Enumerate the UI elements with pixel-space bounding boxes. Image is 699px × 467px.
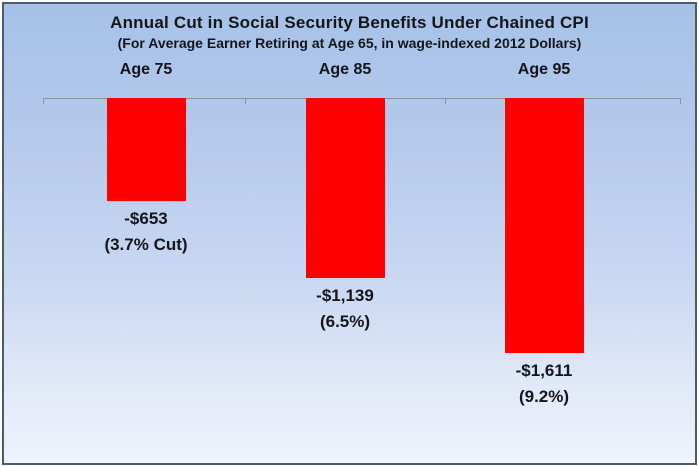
bar-percent-label: (6.5%) (319, 312, 371, 331)
bar (106, 98, 186, 201)
bar-percent-label: (3.7% Cut) (104, 235, 188, 254)
bar (504, 98, 584, 353)
bar-value-label: -$1,611 (515, 361, 573, 380)
category-header: Age 95 (517, 61, 571, 78)
category-header: Age 75 (119, 61, 173, 78)
chart-title: Annual Cut in Social Security Benefits U… (110, 13, 589, 32)
bar-value-label: -$653 (124, 209, 168, 228)
bar (305, 98, 385, 278)
x-axis-tick (445, 98, 446, 104)
bar-value-label: -$1,139 (316, 286, 374, 305)
chart-subtitle: (For Average Earner Retiring at Age 65, … (117, 35, 582, 51)
x-axis-tick (43, 98, 44, 104)
x-axis-tick (245, 98, 246, 104)
x-axis-tick (680, 98, 681, 104)
bar-percent-label: (9.2%) (518, 387, 570, 406)
category-header: Age 85 (318, 61, 372, 78)
